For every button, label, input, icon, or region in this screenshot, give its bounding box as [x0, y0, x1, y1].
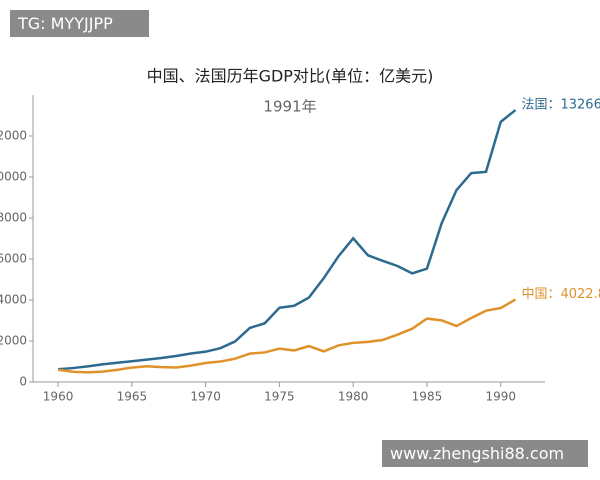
x-tick-label: 1990	[485, 390, 516, 404]
end-label: 中国：4022.8	[521, 287, 600, 302]
y-tick-label: 10000	[0, 170, 27, 184]
y-tick-label: 8000	[0, 211, 27, 225]
chart-title: 中国、法国历年GDP对比(单位：亿美元)	[147, 67, 434, 86]
x-tick-label: 1970	[190, 390, 221, 404]
y-tick-label: 2000	[0, 334, 27, 348]
x-tick-label: 1980	[338, 390, 369, 404]
y-tick-label: 6000	[0, 252, 27, 266]
x-tick-label: 1975	[264, 390, 295, 404]
watermark: www.zhengshi88.com	[382, 440, 588, 467]
watermark: TG: MYYJJPP	[10, 10, 149, 37]
y-tick-label: 4000	[0, 293, 27, 307]
y-tick-label: 0	[19, 375, 27, 389]
x-tick-label: 1985	[412, 390, 443, 404]
y-tick-label: 12000	[0, 129, 27, 143]
end-label: 法国：13266	[521, 98, 600, 113]
x-tick-label: 1960	[43, 390, 74, 404]
line	[57, 109, 517, 371]
chart-subtitle: 1991年	[263, 98, 316, 116]
line	[57, 298, 517, 374]
x-tick-label: 1965	[117, 390, 148, 404]
